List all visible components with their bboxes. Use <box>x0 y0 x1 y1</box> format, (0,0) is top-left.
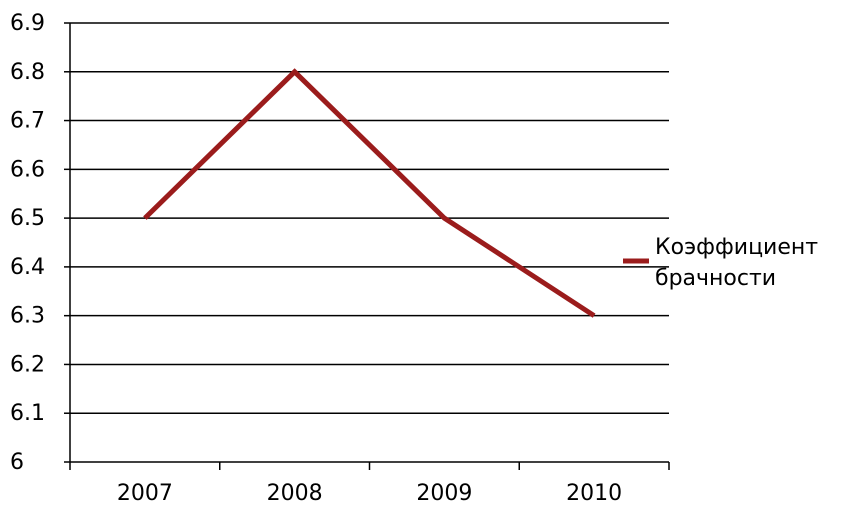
series-line <box>145 72 594 316</box>
axes <box>64 23 669 470</box>
y-tick-label: 6.9 <box>10 11 45 36</box>
legend: Коэффициент брачности <box>623 235 818 291</box>
y-tick-label: 6.1 <box>10 401 45 426</box>
legend-label-line-2: брачности <box>655 266 776 291</box>
y-tick-label: 6.6 <box>10 157 45 182</box>
x-tick-label: 2009 <box>416 481 472 506</box>
y-tick-labels: 6 6.1 6.2 6.3 6.4 6.5 6.6 6.7 6.8 6.9 <box>10 11 45 475</box>
x-tick-label: 2007 <box>117 481 173 506</box>
y-tick-label: 6.2 <box>10 352 45 377</box>
y-tick-label: 6.5 <box>10 206 45 231</box>
y-tick-label: 6 <box>10 450 24 475</box>
y-tick-label: 6.7 <box>10 109 45 134</box>
series-layer <box>145 72 594 316</box>
legend-label-line-1: Коэффициент <box>655 235 818 260</box>
y-tick-label: 6.8 <box>10 60 45 85</box>
x-tick-label: 2010 <box>566 481 622 506</box>
grid-lines <box>70 23 669 413</box>
x-tick-label: 2008 <box>267 481 323 506</box>
y-tick-label: 6.3 <box>10 304 45 329</box>
y-tick-label: 6.4 <box>10 255 45 280</box>
x-tick-labels: 2007 2008 2009 2010 <box>117 481 622 506</box>
